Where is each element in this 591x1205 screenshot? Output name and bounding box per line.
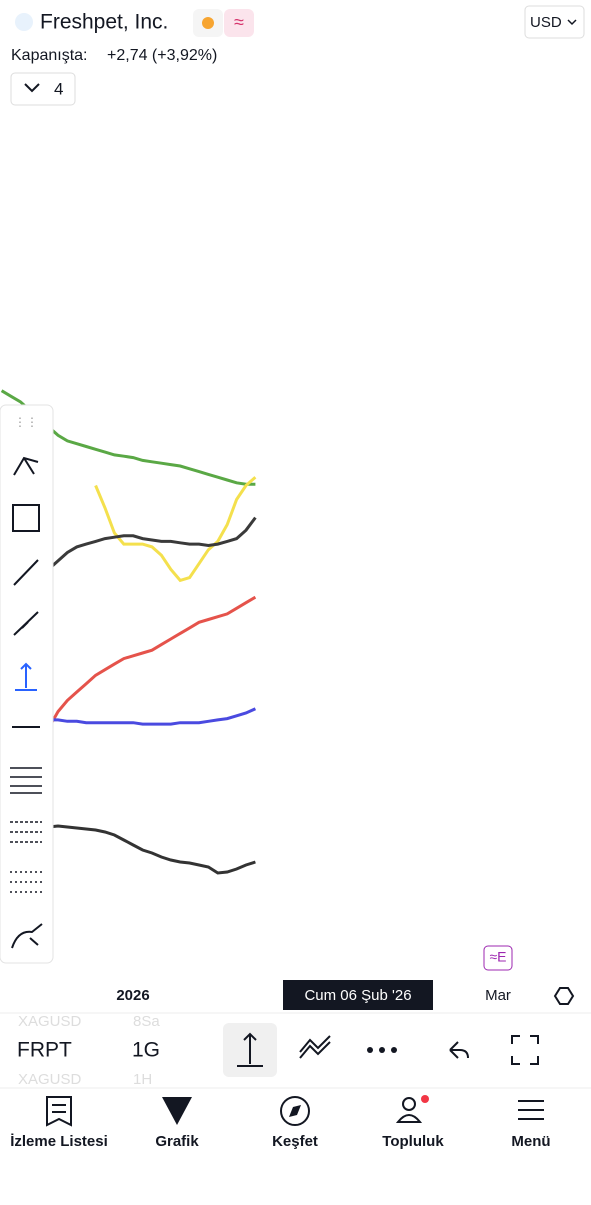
chevron	[24, 83, 40, 93]
moving-average	[47, 595, 257, 730]
chart-icon	[162, 1097, 192, 1125]
earnings-icon[interactable]	[483, 945, 513, 971]
more-icon[interactable]	[367, 1047, 397, 1053]
ghost-symbol: XAGUSD	[18, 1071, 82, 1088]
currency-button[interactable]	[524, 5, 585, 39]
crosshair-date: Cum 06 Şub '26	[304, 987, 411, 1004]
watchlist-icon	[46, 1096, 72, 1127]
tab-label[interactable]: Menü	[511, 1133, 550, 1150]
undo-icon[interactable]	[449, 1041, 469, 1059]
indicator-count: 4	[54, 79, 63, 98]
handle: ⋮⋮	[14, 415, 38, 429]
explore-icon	[280, 1096, 310, 1126]
change: +2,74 (+3,92%)	[107, 47, 217, 64]
tool-ray[interactable]	[13, 611, 39, 636]
compass-needle	[289, 1105, 301, 1117]
symbol[interactable]: FRPT	[17, 1039, 72, 1062]
earnings-letter: ≈E	[489, 949, 506, 965]
ghost-interval: 1H	[133, 1071, 152, 1088]
notification-dot	[421, 1095, 429, 1103]
tool-fib-ext[interactable]	[10, 821, 42, 843]
measure-icon	[237, 1032, 263, 1067]
logo	[15, 13, 33, 31]
tool-fib[interactable]	[10, 767, 42, 794]
tab-label[interactable]: Keşfet	[272, 1133, 318, 1150]
x-label: 2026	[116, 987, 149, 1004]
tool-brush[interactable]	[11, 923, 43, 949]
close-label: Kapanışta:	[11, 47, 88, 64]
community-icon	[395, 1114, 423, 1123]
community-icon	[402, 1097, 416, 1111]
title: Freshpet, Inc.	[40, 11, 168, 34]
badge	[224, 9, 254, 37]
tab-label[interactable]: Topluluk	[382, 1133, 444, 1150]
ghost-symbol: XAGUSD	[18, 1013, 82, 1030]
x-label: Mar	[485, 987, 511, 1004]
moving-average	[94, 476, 257, 583]
tool-rectangle[interactable]	[12, 504, 40, 532]
tab-label[interactable]: Grafik	[155, 1133, 199, 1150]
crosshair-date-box	[283, 980, 433, 1010]
indicators-icon[interactable]	[299, 1035, 331, 1059]
interval[interactable]: 1G	[132, 1039, 160, 1062]
fullscreen-icon[interactable]	[511, 1035, 539, 1065]
wave-icon: ≈	[234, 12, 244, 32]
sun-icon	[202, 17, 214, 29]
menu-icon	[518, 1100, 544, 1120]
tool-line[interactable]	[13, 559, 39, 586]
tab-label[interactable]: İzleme Listesi	[10, 1133, 108, 1150]
tool-pattern[interactable]	[13, 456, 39, 476]
tool-channel[interactable]	[10, 871, 42, 893]
tool-measure[interactable]	[15, 662, 37, 691]
indicator-toggle[interactable]	[10, 72, 76, 106]
drawing-tools: ⋮⋮	[10, 415, 43, 949]
currency: USD	[530, 14, 562, 31]
settings-icon[interactable]	[553, 987, 575, 1005]
chevron	[567, 19, 577, 26]
ghost-interval: 8Sa	[133, 1013, 160, 1030]
